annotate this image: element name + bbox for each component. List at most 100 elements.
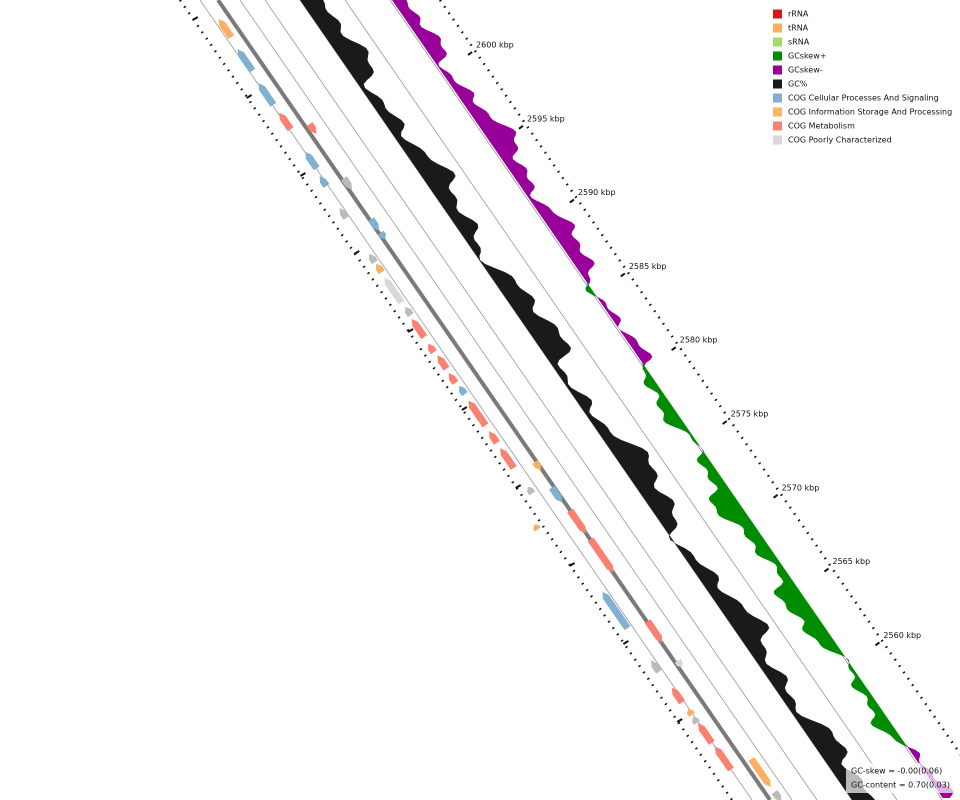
legend-swatch xyxy=(773,93,782,103)
scale-label: 2570 kbp xyxy=(782,483,820,492)
gene xyxy=(651,660,662,674)
gene xyxy=(489,431,500,445)
gene xyxy=(687,709,695,717)
stat-text: GC-content = 0.70(0.03) xyxy=(851,781,950,790)
gene xyxy=(305,151,320,171)
legend-label: GCskew+ xyxy=(788,52,826,61)
legend-swatch xyxy=(773,107,782,117)
major-tick xyxy=(246,94,253,99)
scale-label: 2595 kbp xyxy=(527,114,565,123)
major-tick xyxy=(823,567,830,573)
gene xyxy=(428,343,437,355)
gene xyxy=(237,49,256,73)
gene xyxy=(468,400,489,428)
major-tick xyxy=(622,640,629,645)
gene xyxy=(319,176,330,188)
gene xyxy=(339,208,350,220)
gene xyxy=(692,717,700,725)
major-tick xyxy=(569,198,575,204)
major-tick xyxy=(620,272,626,278)
legend-label: COG Poorly Characterized xyxy=(788,136,892,145)
legend-swatch xyxy=(773,51,782,61)
gene xyxy=(459,385,468,397)
gene xyxy=(532,459,541,471)
scale-ticks xyxy=(178,0,734,800)
legend-label: COG Information Storage And Processing xyxy=(788,108,952,117)
gene xyxy=(341,176,352,190)
scale-label: 2560 kbp xyxy=(883,631,921,640)
legend-swatch xyxy=(773,37,782,47)
gene xyxy=(376,263,385,275)
gene xyxy=(698,723,715,745)
gene xyxy=(448,373,459,385)
legend-swatch xyxy=(773,135,782,145)
gene xyxy=(405,306,414,318)
major-tick xyxy=(353,250,360,255)
scale-label: 2580 kbp xyxy=(680,336,718,345)
legend-label: sRNA xyxy=(788,38,810,47)
track-line xyxy=(199,0,753,800)
gene xyxy=(218,18,235,40)
legend-swatch xyxy=(773,79,782,89)
major-tick xyxy=(299,172,306,177)
gene xyxy=(279,112,294,132)
gc-skew-negative xyxy=(392,0,943,798)
track-line xyxy=(239,0,793,800)
legend-swatch xyxy=(773,23,782,33)
gene xyxy=(602,591,631,631)
gene xyxy=(377,230,386,240)
gene xyxy=(384,277,405,305)
major-tick xyxy=(515,484,522,489)
major-tick xyxy=(772,493,779,499)
legend-swatch xyxy=(773,65,782,75)
gene xyxy=(549,485,563,503)
legend-swatch xyxy=(773,9,782,19)
gene xyxy=(527,486,536,496)
legend-label: COG Metabolism xyxy=(788,122,855,131)
legend-label: rRNA xyxy=(788,10,809,19)
gene xyxy=(306,122,317,134)
major-tick xyxy=(407,328,414,333)
legend-label: tRNA xyxy=(788,24,809,33)
track-line xyxy=(264,0,818,800)
gene xyxy=(368,217,379,231)
gene xyxy=(771,790,782,800)
gene xyxy=(587,537,614,573)
major-tick xyxy=(461,406,468,411)
stat-text: GC-skew = -0.00(0.06) xyxy=(851,767,942,776)
major-tick xyxy=(874,641,881,647)
gene xyxy=(258,83,277,107)
gene xyxy=(369,253,378,265)
scale-label: 2590 kbp xyxy=(578,188,616,197)
backbone xyxy=(216,0,772,800)
stats-bg xyxy=(846,763,956,793)
gene xyxy=(748,757,771,787)
gc-skew-positive xyxy=(392,0,954,798)
gene xyxy=(644,619,663,643)
major-tick xyxy=(722,420,728,425)
gc-content-track xyxy=(300,0,876,800)
major-tick xyxy=(671,346,677,352)
major-tick xyxy=(676,718,683,723)
gene xyxy=(715,746,734,772)
legend-label: GC% xyxy=(788,80,808,89)
gene xyxy=(674,658,683,668)
legend-label: GCskew- xyxy=(788,66,823,75)
gene xyxy=(533,524,541,532)
scale-label: 2565 kbp xyxy=(833,557,871,566)
scale-ticks xyxy=(438,0,960,756)
legend-label: COG Cellular Processes And Signaling xyxy=(788,94,939,103)
scale-label: 2600 kbp xyxy=(476,41,514,50)
major-tick xyxy=(518,125,524,130)
major-tick xyxy=(192,16,199,21)
major-tick xyxy=(569,562,576,567)
gene xyxy=(437,355,450,371)
legend-swatch xyxy=(773,121,782,131)
gene xyxy=(567,508,586,534)
scale-label: 2585 kbp xyxy=(629,262,667,271)
track-line xyxy=(344,0,898,800)
gene xyxy=(671,687,685,705)
gene xyxy=(500,448,517,470)
scale-label: 2575 kbp xyxy=(731,410,769,419)
